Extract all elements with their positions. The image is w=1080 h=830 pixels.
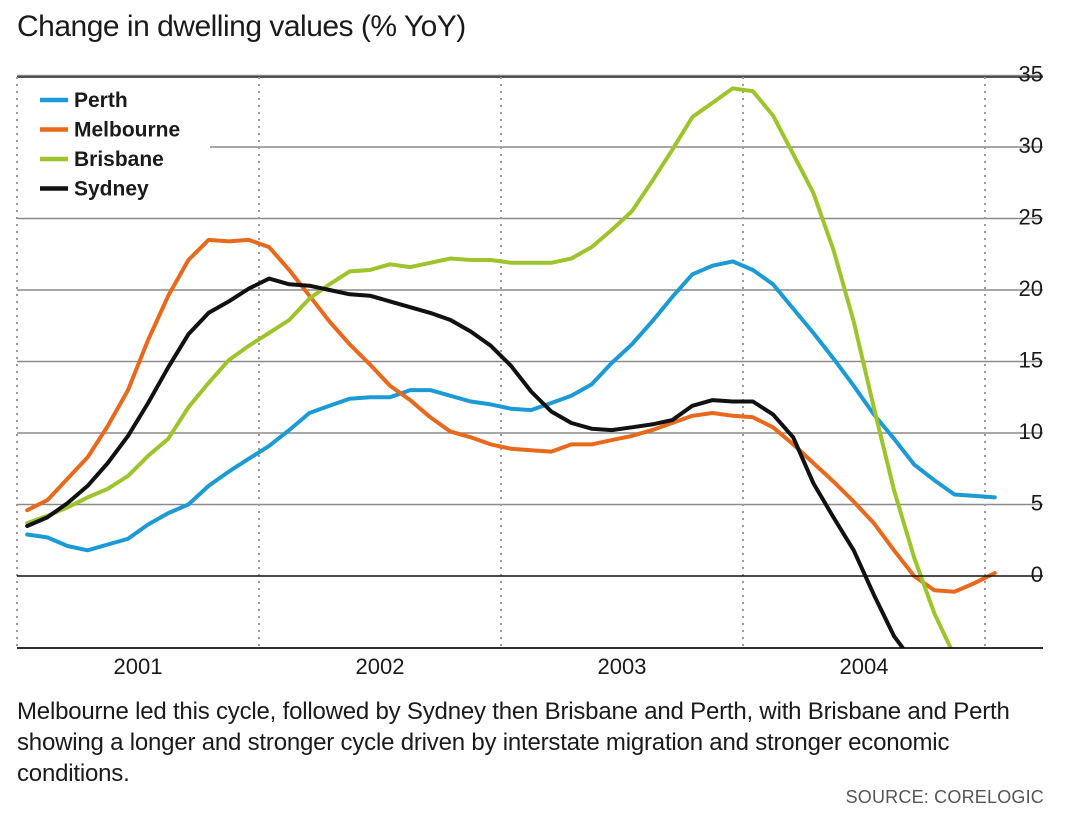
legend-label-sydney: Sydney (74, 178, 149, 201)
series-line-sydney (25, 276, 906, 648)
y-tick-label: 5 (1031, 491, 1043, 516)
y-tick-label: 15 (1019, 348, 1043, 373)
y-tick-label: 20 (1019, 276, 1043, 301)
series-line-melbourne (25, 237, 997, 594)
y-tick-label: 30 (1019, 133, 1043, 158)
y-tick-label: 25 (1019, 205, 1043, 230)
series-line-brisbane (25, 86, 953, 648)
y-tick-label: 0 (1031, 562, 1043, 587)
x-tick-label: 2003 (598, 654, 647, 679)
series-lines (25, 86, 997, 648)
y-tick-label: 10 (1019, 419, 1043, 444)
series-line-perth (25, 259, 997, 553)
x-tick-label: 2001 (114, 654, 163, 679)
legend-label-brisbane: Brisbane (74, 148, 164, 171)
line-chart: 0 5 10 15 20 25 30 35 2001 2002 2003 2004 Perth Melb… (16, 62, 1043, 679)
chart-caption: Melbourne led this cycle, followed by Sy… (17, 698, 1010, 787)
axes: 0 5 10 15 20 25 30 35 2001 2002 2003 2004 (17, 62, 1043, 679)
legend: Perth Melbourne Brisbane Sydney (40, 89, 180, 201)
x-tick-label: 2002 (356, 654, 405, 679)
y-tick-label: 35 (1019, 62, 1043, 87)
chart-title: Change in dwelling values (% YoY) (17, 10, 466, 43)
x-tick-label: 2004 (840, 654, 889, 679)
legend-label-perth: Perth (74, 89, 128, 112)
legend-label-melbourne: Melbourne (74, 119, 180, 142)
source-note: SOURCE: CORELOGIC (845, 787, 1044, 807)
